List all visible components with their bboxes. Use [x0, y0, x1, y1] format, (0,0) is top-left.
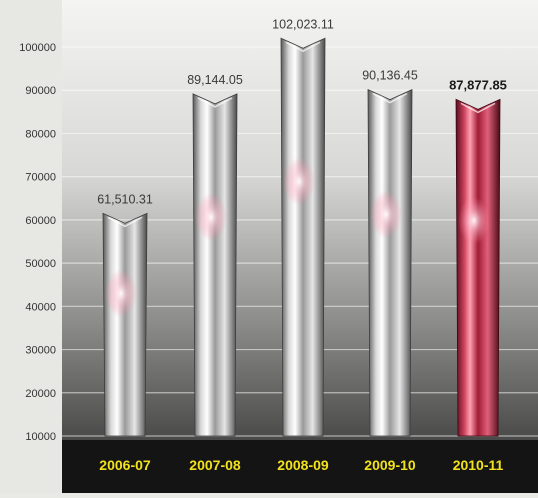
bar-body [280, 37, 326, 437]
y-tick-label: 50000 [25, 258, 56, 270]
y-tick-label: 70000 [25, 172, 56, 184]
value-labels: 61,510.31 89,144.05 102,023.11 90,136.45 87,… [97, 17, 507, 206]
x-axis-category-labels: 2006-07 2007-08 2008-09 2009-10 2010-11 [99, 457, 503, 473]
bar-rim [372, 92, 408, 104]
bar-body [367, 89, 413, 437]
y-tick-label: 100000 [19, 42, 56, 54]
bar-rim [285, 41, 321, 53]
bars [102, 37, 501, 437]
category-label: 2009-10 [364, 457, 416, 473]
category-label: 2007-08 [189, 457, 241, 473]
bar-body [102, 212, 148, 437]
value-label: 102,023.11 [272, 17, 334, 31]
bar-body [455, 98, 501, 437]
bar-glow [458, 196, 490, 245]
bar [102, 212, 148, 437]
category-label: 2006-07 [99, 457, 151, 473]
y-tick-label: 30000 [25, 345, 56, 357]
value-label: 89,144.05 [187, 73, 243, 87]
bar-rim [197, 97, 233, 108]
y-tick-label: 80000 [25, 128, 56, 140]
category-label: 2008-09 [277, 457, 329, 473]
category-label: 2010-11 [453, 457, 504, 473]
bar-glow [105, 269, 137, 318]
bar-glow [195, 193, 227, 242]
y-axis-tick-labels: 10000 20000 30000 40000 50000 60000 70000 80000… [19, 42, 56, 443]
bar-glow [283, 157, 315, 206]
y-tick-label: 40000 [25, 301, 56, 313]
bar [192, 93, 238, 437]
value-label: 87,877.85 [449, 77, 507, 92]
value-label: 90,136.45 [362, 69, 418, 83]
y-tick-label: 20000 [25, 388, 56, 400]
y-tick-label: 10000 [25, 431, 56, 443]
bar-body [192, 93, 238, 437]
y-tick-label: 90000 [25, 85, 56, 97]
bar [280, 37, 326, 437]
bar [367, 89, 413, 437]
value-label: 61,510.31 [97, 192, 153, 206]
bar [455, 98, 501, 437]
y-tick-label: 60000 [25, 215, 56, 227]
bar-glow [370, 190, 402, 239]
bar-rim [460, 102, 496, 114]
bar-rim [107, 216, 143, 228]
category-band [62, 440, 538, 493]
